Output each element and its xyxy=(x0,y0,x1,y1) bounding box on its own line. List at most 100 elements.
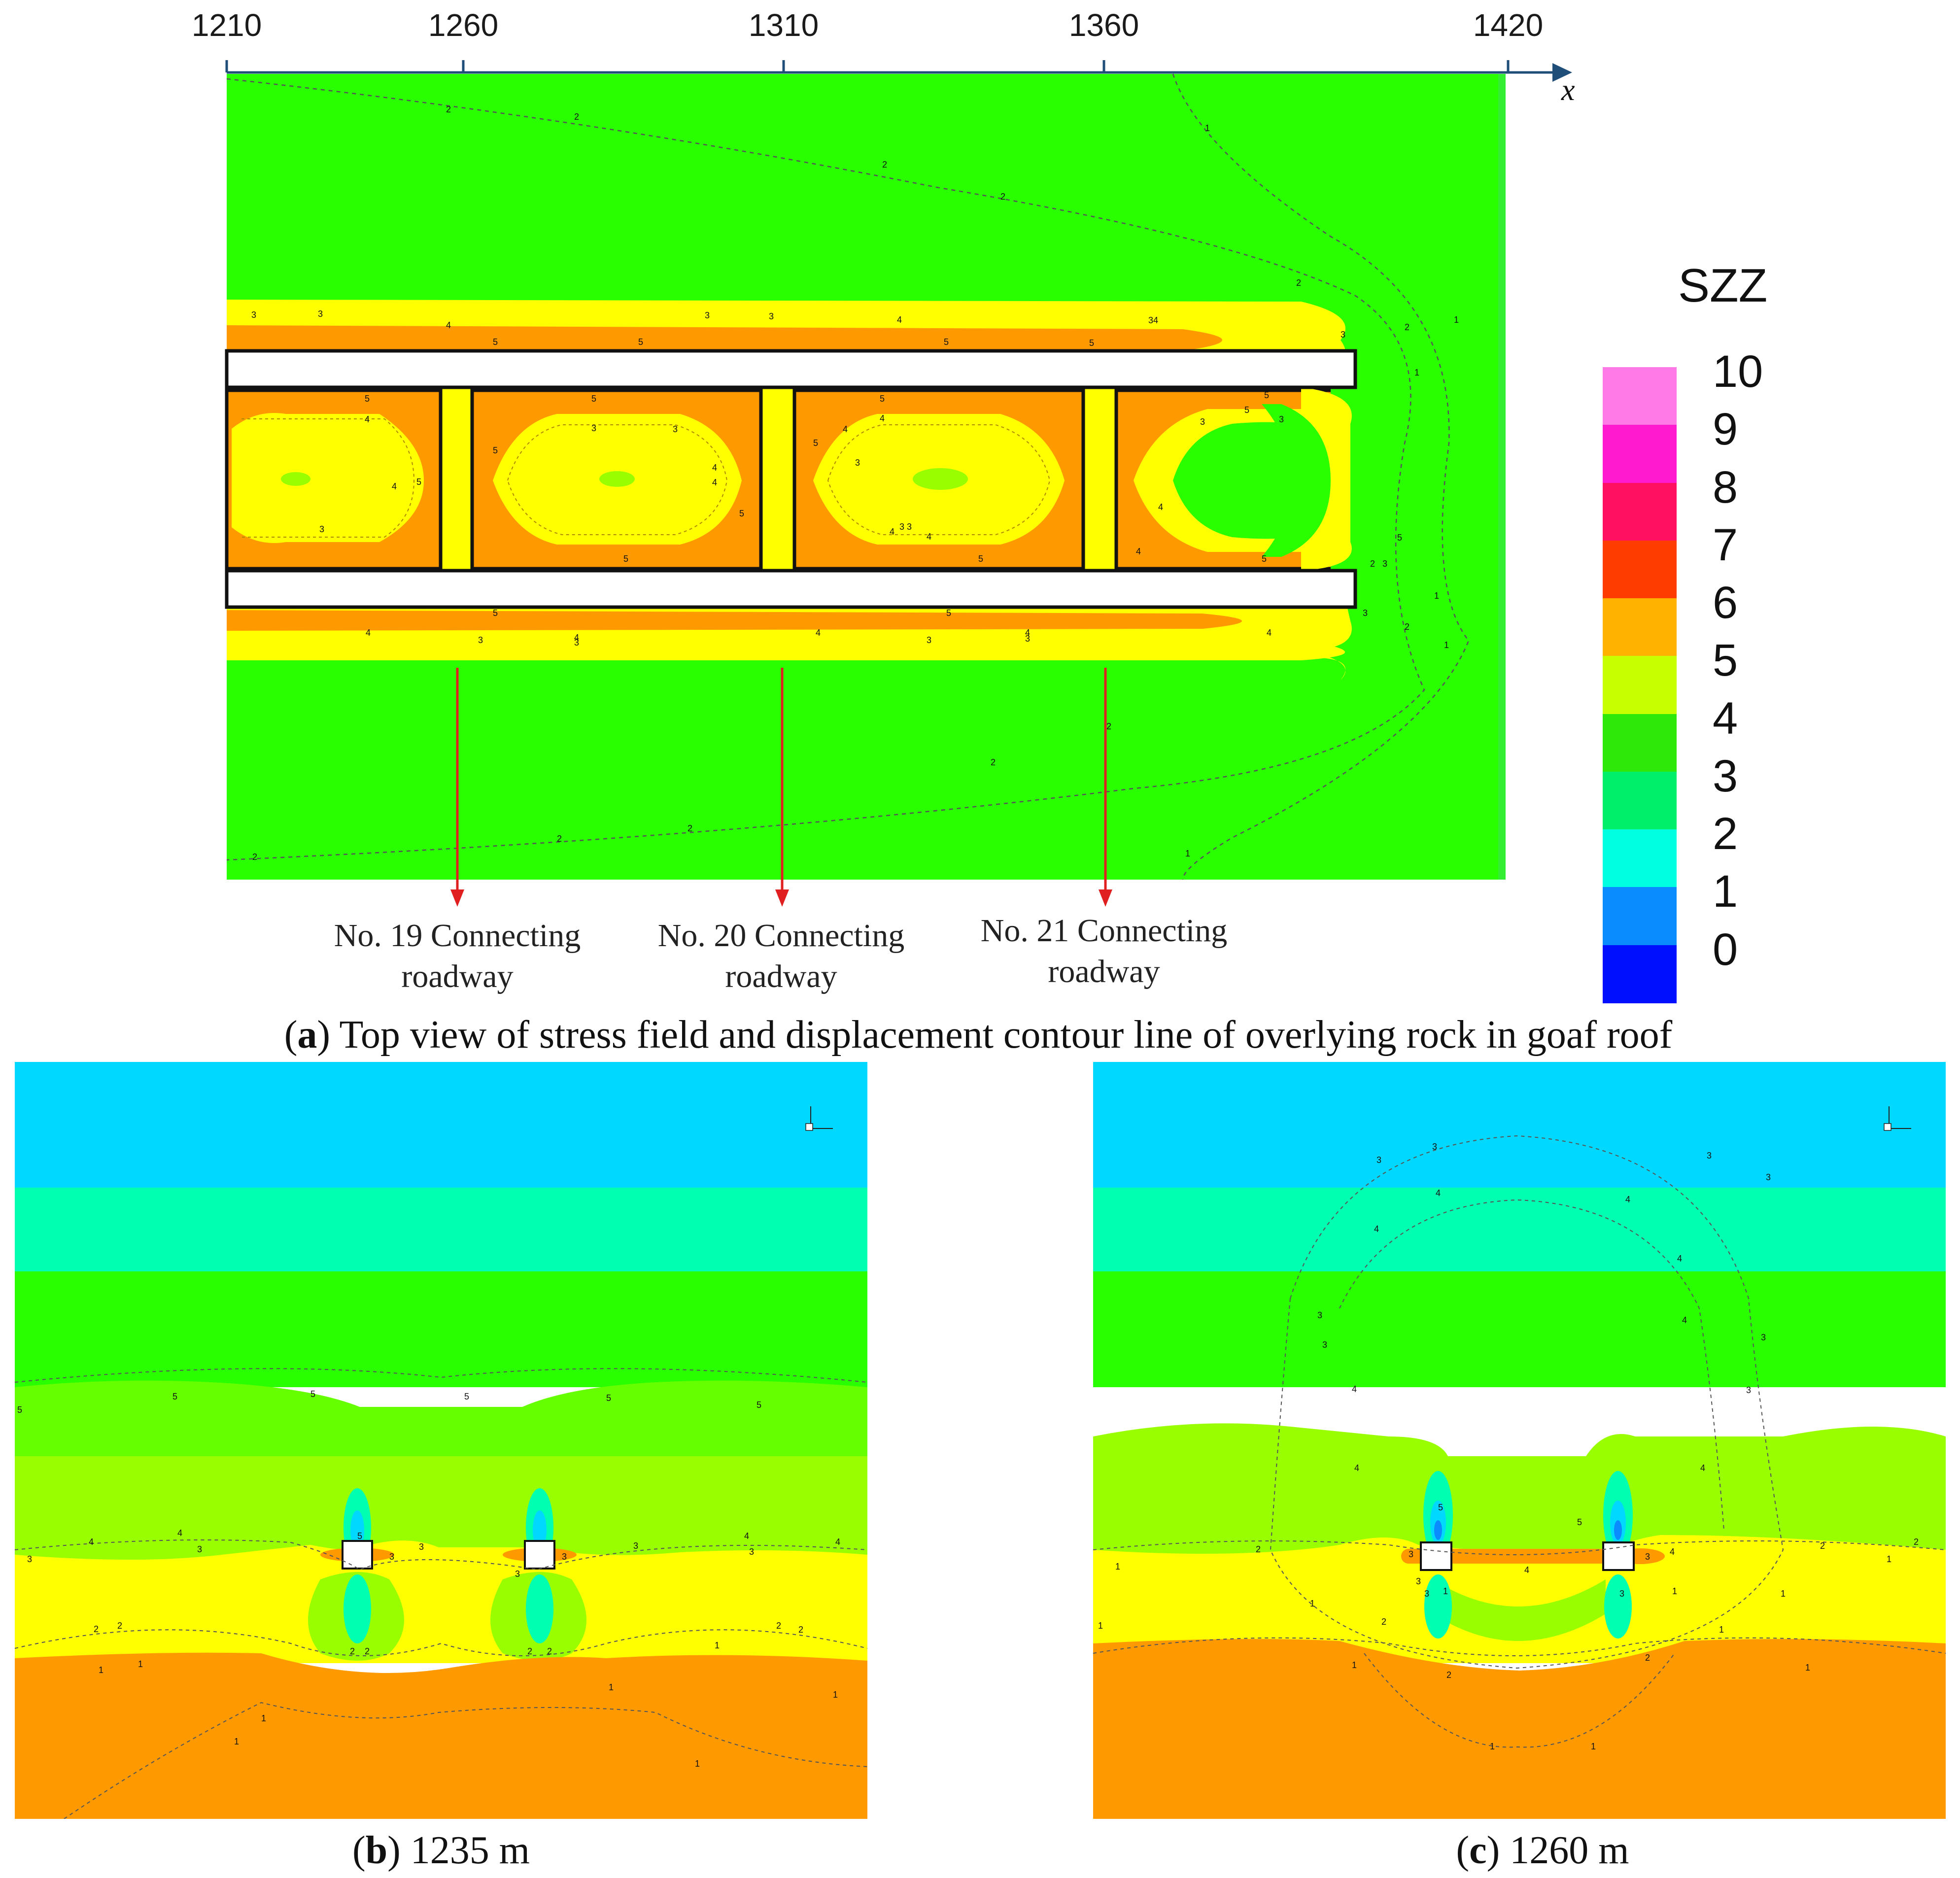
roadway-label-line: No. 20 Connecting xyxy=(657,918,905,954)
legend-color-cell xyxy=(1603,540,1677,599)
caption-a: (a) Top view of stress field and displac… xyxy=(284,1013,1673,1057)
svg-text:1: 1 xyxy=(1490,1741,1495,1751)
svg-text:2: 2 xyxy=(446,104,451,114)
legend-level-label: 7 xyxy=(1713,519,1738,570)
svg-text:5: 5 xyxy=(1264,390,1269,400)
svg-text:1: 1 xyxy=(833,1690,838,1700)
svg-text:5: 5 xyxy=(1262,554,1267,564)
roadway-label-20: No. 20 Connecting roadway xyxy=(621,916,941,997)
svg-text:4: 4 xyxy=(712,463,717,473)
svg-text:2: 2 xyxy=(252,852,257,862)
legend-color-cell xyxy=(1603,656,1677,715)
svg-text:1: 1 xyxy=(1434,591,1439,601)
caption-c: (c) 1260 m xyxy=(1456,1829,1629,1872)
svg-text:2: 2 xyxy=(1000,192,1005,202)
svg-text:3: 3 xyxy=(591,423,596,433)
svg-text:5: 5 xyxy=(623,554,628,564)
svg-text:3: 3 xyxy=(1341,330,1345,340)
svg-text:3: 3 xyxy=(1025,634,1030,644)
svg-text:1: 1 xyxy=(1887,1554,1891,1564)
roadway-label-21: No. 21 Connecting roadway xyxy=(944,911,1264,992)
svg-text:3: 3 xyxy=(1746,1385,1751,1395)
svg-text:2: 2 xyxy=(94,1624,99,1634)
x-tick-label: 1210 xyxy=(191,7,262,43)
legend-color-cell xyxy=(1603,482,1677,541)
svg-text:3: 3 xyxy=(562,1552,567,1562)
svg-text:5: 5 xyxy=(638,337,643,347)
svg-text:4: 4 xyxy=(1136,546,1141,556)
svg-text:5: 5 xyxy=(739,509,744,518)
svg-text:1: 1 xyxy=(1591,1741,1596,1751)
svg-text:3: 3 xyxy=(1363,608,1368,618)
svg-text:2: 2 xyxy=(117,1621,122,1631)
svg-text:3: 3 xyxy=(1619,1589,1624,1599)
roadway-label-line: No. 19 Connecting xyxy=(334,918,581,954)
svg-text:3: 3 xyxy=(633,1541,638,1551)
svg-text:1: 1 xyxy=(1310,1599,1315,1608)
svg-text:4: 4 xyxy=(1670,1547,1675,1557)
legend-level-label: 9 xyxy=(1713,404,1738,455)
svg-text:4: 4 xyxy=(177,1528,182,1538)
legend-title: SZZ xyxy=(1678,259,1768,312)
svg-text:2: 2 xyxy=(1914,1537,1919,1547)
svg-text:3: 3 xyxy=(1200,417,1205,427)
svg-text:5: 5 xyxy=(416,477,421,487)
svg-text:2: 2 xyxy=(527,1646,532,1656)
svg-text:2: 2 xyxy=(1405,322,1410,332)
legend-color-cell xyxy=(1603,714,1677,772)
svg-text:2: 2 xyxy=(1370,559,1375,569)
svg-text:2: 2 xyxy=(557,834,562,844)
svg-text:1: 1 xyxy=(1719,1625,1724,1635)
svg-text:3: 3 xyxy=(419,1542,424,1552)
legend-color-cell xyxy=(1603,945,1677,1003)
svg-text:3: 3 xyxy=(389,1552,394,1562)
caption-letter: a xyxy=(297,1013,317,1057)
svg-text:3: 3 xyxy=(769,311,774,321)
svg-text:5: 5 xyxy=(1397,533,1402,543)
svg-text:3: 3 xyxy=(1424,1589,1429,1599)
svg-text:1: 1 xyxy=(1414,368,1419,377)
svg-text:3: 3 xyxy=(27,1554,32,1564)
svg-text:4: 4 xyxy=(816,628,821,638)
legend-color-cell xyxy=(1603,367,1677,426)
x-axis-name: x xyxy=(1561,73,1575,107)
svg-text:3: 3 xyxy=(1761,1332,1766,1342)
svg-text:2: 2 xyxy=(1446,1670,1451,1680)
svg-text:3: 3 xyxy=(1409,1549,1413,1559)
legend-color-cell xyxy=(1603,771,1677,830)
legend-labels: 10 9 8 7 6 5 4 3 2 1 0 xyxy=(1713,345,1811,1005)
svg-text:3: 3 xyxy=(574,638,579,648)
svg-text:5: 5 xyxy=(946,608,951,618)
legend-level-label: 10 xyxy=(1713,346,1763,397)
svg-text:1: 1 xyxy=(261,1713,266,1723)
legend-level-label: 0 xyxy=(1713,924,1738,975)
legend-color-cell xyxy=(1603,598,1677,657)
svg-text:1: 1 xyxy=(1444,640,1449,650)
svg-text:4: 4 xyxy=(1267,628,1272,638)
svg-text:3: 3 xyxy=(1645,1552,1650,1562)
svg-text:4: 4 xyxy=(1354,1463,1359,1473)
svg-text:4: 4 xyxy=(835,1537,840,1547)
svg-text:3: 3 xyxy=(515,1569,520,1579)
svg-text:3: 3 xyxy=(705,310,710,320)
caption-b: (b) 1235 m xyxy=(352,1829,530,1872)
legend-level-label: 3 xyxy=(1713,751,1738,801)
svg-text:5: 5 xyxy=(493,608,498,618)
svg-text:2: 2 xyxy=(1106,721,1111,731)
section-plot-1260: 3 3 3 3 4 4 4 4 3 3 4 3 4 3 4 4 5 5 2 2 … xyxy=(1093,1062,1946,1819)
svg-text:5: 5 xyxy=(1244,405,1249,415)
svg-text:2: 2 xyxy=(1256,1544,1261,1554)
svg-text:5: 5 xyxy=(591,394,596,404)
svg-text:3: 3 xyxy=(1766,1172,1771,1182)
svg-text:1: 1 xyxy=(1454,315,1459,325)
legend-level-label: 2 xyxy=(1713,809,1738,859)
svg-text:4: 4 xyxy=(927,532,931,542)
svg-text:3: 3 xyxy=(318,309,323,319)
svg-text:4: 4 xyxy=(744,1531,749,1541)
svg-text:3: 3 xyxy=(197,1544,202,1554)
svg-text:4: 4 xyxy=(1677,1254,1682,1263)
svg-text:4: 4 xyxy=(1158,502,1163,512)
legend-level-label: 4 xyxy=(1713,693,1738,744)
svg-text:2: 2 xyxy=(365,1646,370,1656)
svg-text:3: 3 xyxy=(673,424,678,434)
